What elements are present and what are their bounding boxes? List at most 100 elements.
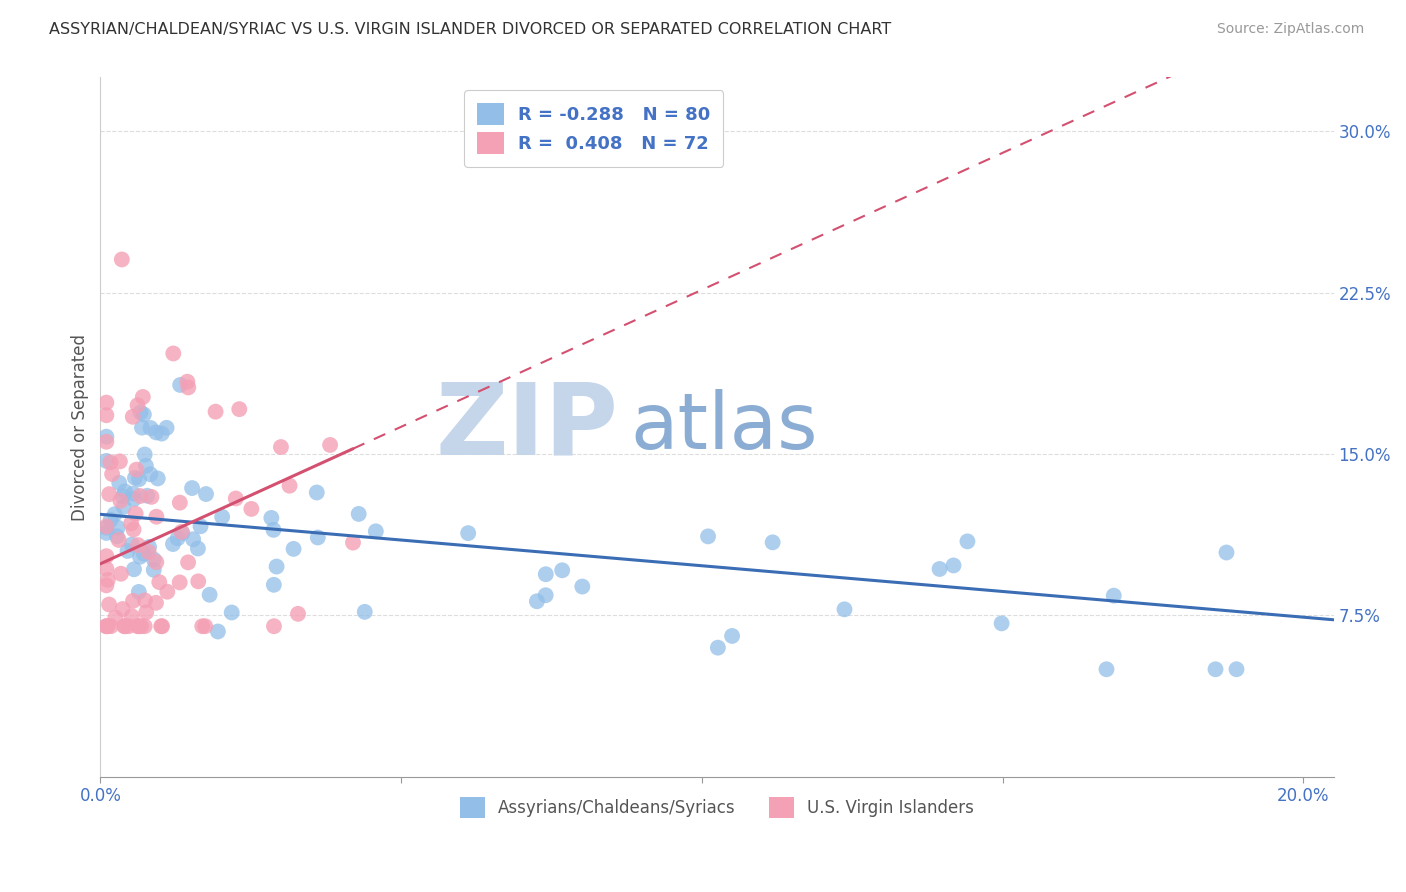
Point: [96, 549, 118, 564]
Point: [139, 467, 162, 482]
Point: [96, 578, 118, 592]
Point: [364, 524, 387, 539]
Point: [534, 588, 557, 602]
Point: [204, 404, 226, 418]
Point: [111, 489, 134, 503]
Point: [122, 562, 145, 576]
Point: [112, 619, 135, 633]
Point: [150, 426, 173, 441]
Point: [98, 598, 121, 612]
Point: [225, 491, 247, 506]
Point: [353, 605, 375, 619]
Point: [191, 619, 214, 633]
Point: [127, 538, 149, 552]
Point: [307, 531, 329, 545]
Point: [1225, 662, 1247, 676]
Point: [266, 559, 288, 574]
Point: [134, 448, 156, 462]
Point: [762, 535, 785, 549]
Point: [96, 409, 118, 423]
Point: [117, 619, 139, 633]
Point: [181, 481, 204, 495]
Point: [697, 529, 720, 543]
Point: [100, 513, 122, 527]
Point: [96, 521, 118, 535]
Point: [347, 507, 370, 521]
Point: [104, 507, 127, 521]
Point: [148, 575, 170, 590]
Point: [97, 619, 120, 633]
Point: [107, 520, 129, 534]
Point: [122, 492, 145, 507]
Point: [534, 567, 557, 582]
Point: [551, 563, 574, 577]
Point: [707, 640, 730, 655]
Point: [129, 489, 152, 503]
Point: [108, 475, 131, 490]
Point: [101, 467, 124, 481]
Point: [110, 493, 132, 508]
Point: [278, 479, 301, 493]
Point: [260, 511, 283, 525]
Point: [131, 420, 153, 434]
Point: [145, 596, 167, 610]
Point: [129, 549, 152, 564]
Point: [176, 375, 198, 389]
Point: [114, 484, 136, 499]
Point: [177, 555, 200, 569]
Point: [135, 458, 157, 473]
Point: [121, 538, 143, 552]
Point: [169, 575, 191, 590]
Point: [108, 454, 131, 468]
Point: [107, 533, 129, 547]
Point: [134, 593, 156, 607]
Point: [104, 610, 127, 624]
Point: [181, 533, 204, 547]
Point: [128, 619, 150, 633]
Point: [263, 578, 285, 592]
Point: [142, 552, 165, 566]
Point: [150, 619, 173, 633]
Point: [141, 490, 163, 504]
Point: [111, 602, 134, 616]
Point: [122, 594, 145, 608]
Point: [100, 619, 122, 633]
Y-axis label: Divorced or Separated: Divorced or Separated: [72, 334, 89, 521]
Point: [263, 619, 285, 633]
Point: [138, 545, 160, 559]
Point: [942, 558, 965, 573]
Point: [96, 395, 118, 409]
Point: [263, 523, 285, 537]
Point: [211, 509, 233, 524]
Point: [228, 402, 250, 417]
Point: [305, 485, 328, 500]
Point: [169, 496, 191, 510]
Point: [187, 541, 209, 556]
Point: [122, 523, 145, 537]
Point: [721, 629, 744, 643]
Point: [96, 562, 118, 576]
Point: [127, 619, 149, 633]
Point: [240, 502, 263, 516]
Point: [96, 619, 118, 633]
Point: [96, 430, 118, 444]
Point: [207, 624, 229, 639]
Point: [111, 252, 134, 267]
Point: [127, 398, 149, 412]
Point: [150, 619, 173, 633]
Point: [928, 562, 950, 576]
Point: [319, 438, 342, 452]
Point: [121, 609, 143, 624]
Point: [526, 594, 548, 608]
Point: [132, 547, 155, 561]
Point: [98, 487, 121, 501]
Point: [121, 409, 143, 424]
Point: [120, 516, 142, 531]
Point: [110, 566, 132, 581]
Point: [132, 408, 155, 422]
Point: [287, 607, 309, 621]
Point: [156, 584, 179, 599]
Point: [172, 525, 194, 540]
Point: [114, 619, 136, 633]
Point: [1205, 662, 1227, 676]
